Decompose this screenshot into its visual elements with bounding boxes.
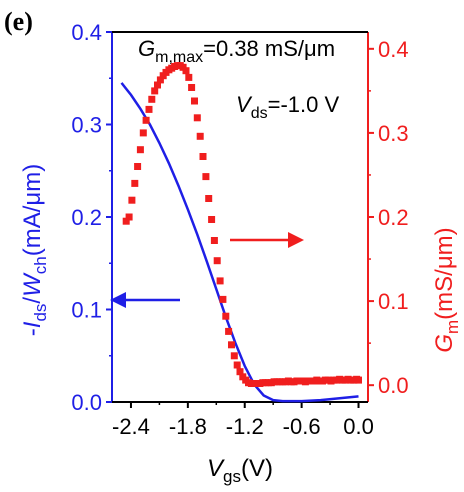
arrow-left-blue-head	[110, 292, 126, 308]
gm-marker	[156, 76, 164, 84]
y-left-axis-label: -Ids/Wch(mA/μm)	[19, 164, 50, 336]
gm-marker	[355, 376, 362, 384]
gm-marker	[202, 173, 210, 181]
gm-marker	[151, 87, 159, 95]
y-left-label-sym2: W	[19, 272, 46, 297]
vds-symbol: V	[236, 92, 253, 117]
gm-marker	[188, 84, 196, 91]
y-left-tick-label: 0.3	[71, 113, 102, 138]
y-right-axis-label: Gm(mS/μm)	[431, 227, 462, 352]
gm-marker	[142, 116, 150, 124]
gm-marker	[230, 352, 238, 360]
gm-marker	[139, 129, 147, 137]
y-left-tick-label: 0.1	[71, 298, 102, 323]
gm-marker	[154, 81, 161, 89]
arrow-left-blue	[110, 292, 180, 308]
y-left-tick-label: 0.4	[71, 20, 102, 45]
y-left-tick-label: 0.0	[71, 390, 102, 415]
gm-marker	[185, 73, 193, 81]
gm-marker	[136, 146, 144, 154]
y-right-tick-label: 0.2	[378, 205, 409, 230]
gm-marker	[125, 213, 133, 221]
gm-marker	[236, 368, 244, 376]
y-right-tick-label: 0.0	[378, 373, 409, 398]
x-tick-label: -1.8	[169, 414, 207, 439]
vds-annotation: Vds=-1.0 V	[236, 92, 339, 122]
gm-marker	[213, 257, 221, 265]
gm-marker	[145, 105, 153, 113]
y-right-tick-label: 0.1	[378, 289, 409, 314]
x-tick-label: -1.2	[226, 414, 264, 439]
gm-marker	[191, 97, 198, 105]
gm-max-annotation: Gm,max=0.38 mS/μm	[138, 36, 335, 66]
panel-label: (e)	[4, 7, 33, 36]
gm-max-value: =0.38 mS/μm	[203, 36, 335, 61]
x-tick-label: -2.4	[112, 414, 150, 439]
gm-marker	[128, 196, 136, 204]
y-right-label-symbol: G	[431, 334, 458, 353]
arrow-right-red-head	[288, 232, 304, 248]
y-left-label-minus: -	[19, 328, 46, 336]
x-label-unit: (V)	[241, 455, 273, 482]
y-left-label-slash: /	[19, 297, 46, 304]
x-label-symbol: V	[207, 455, 225, 482]
gm-max-sub: m,max	[155, 49, 203, 66]
y-left-label-unit: (mA/μm)	[19, 164, 46, 256]
gm-marker	[196, 132, 204, 140]
arrow-right-red	[230, 232, 304, 248]
x-tick-label: 0.0	[343, 414, 374, 439]
y-right-label-unit: (mS/μm)	[431, 227, 458, 319]
gm-marker	[122, 217, 130, 225]
y-left-label-sub2: ch	[31, 256, 50, 274]
x-label-sub: gs	[223, 467, 241, 486]
gm-marker	[228, 341, 235, 349]
gm-marker	[219, 295, 227, 303]
y-right-label-sub: m	[443, 320, 462, 334]
y-left-label-text: -Ids/Wch(mA/μm)	[19, 164, 50, 336]
y-right-tick-label: 0.4	[378, 37, 409, 62]
gm-marker	[205, 195, 213, 202]
y-left-tick-label: 0.2	[71, 205, 102, 230]
gm-marker	[199, 153, 207, 160]
gm-marker	[225, 327, 233, 335]
gm-marker	[233, 361, 241, 369]
gm-marker	[182, 67, 190, 75]
vds-value: =-1.0 V	[268, 92, 340, 117]
x-axis-label: Vgs(V)	[207, 455, 273, 486]
gm-marker	[210, 237, 218, 244]
gm-marker	[193, 114, 201, 122]
gm-max-symbol: G	[138, 36, 155, 61]
gm-marker	[148, 95, 156, 103]
ids-curve-line	[120, 82, 359, 403]
x-tick-label: -0.6	[283, 414, 321, 439]
gm-marker	[131, 179, 139, 187]
y-left-label-sym1: I	[19, 321, 46, 328]
gm-marker	[134, 163, 142, 170]
y-left-label-sub1: ds	[31, 304, 50, 322]
vds-sub: ds	[251, 105, 268, 122]
gm-marker	[216, 277, 224, 285]
gm-marker	[222, 312, 230, 320]
y-right-tick-label: 0.3	[378, 121, 409, 146]
gm-marker	[208, 216, 216, 223]
